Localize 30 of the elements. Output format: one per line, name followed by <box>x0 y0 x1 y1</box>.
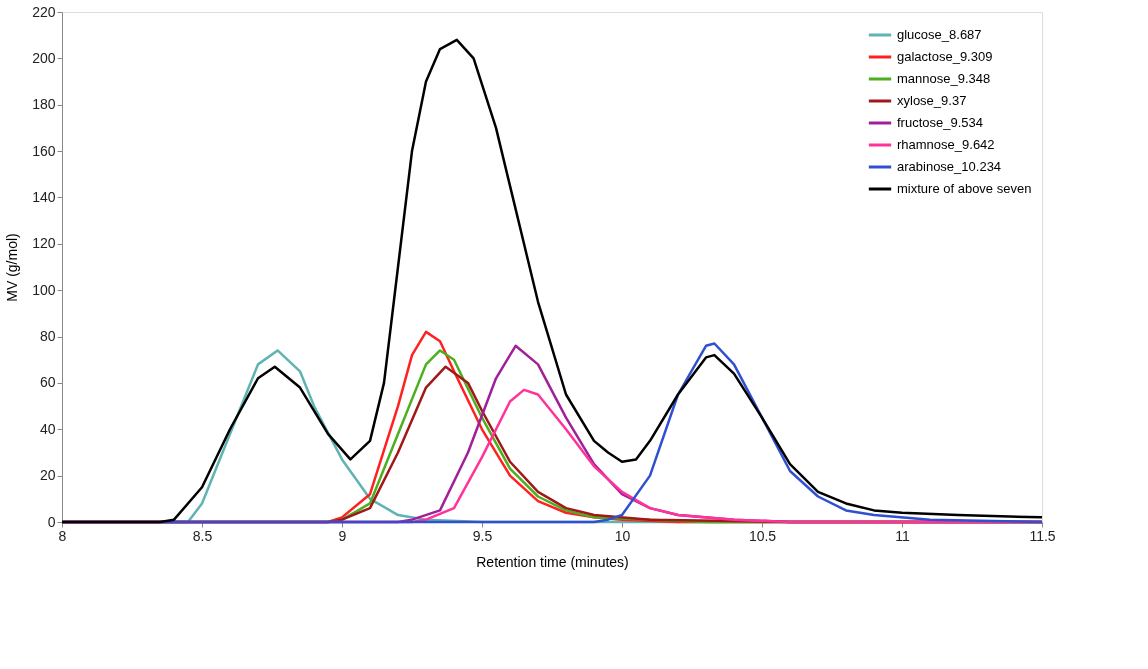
x-tick-label: 10 <box>614 527 631 544</box>
x-tick-label: 11.5 <box>1029 527 1056 544</box>
legend-label: glucose_8.687 <box>897 27 982 42</box>
y-tick-label: 60 <box>39 374 56 391</box>
legend-label: mixture of above seven <box>897 181 1032 196</box>
legend-label: arabinose_10.234 <box>897 159 1002 174</box>
x-axis-title: Retention time (minutes) <box>476 553 629 570</box>
legend-label: galactose_9.309 <box>897 49 993 64</box>
x-tick-label: 10.5 <box>748 527 777 544</box>
x-tick-label: 8.5 <box>192 527 213 544</box>
y-tick-label: 100 <box>32 281 56 298</box>
y-tick-label: 20 <box>39 467 56 484</box>
x-tick-label: 9 <box>338 527 347 544</box>
legend-label: mannose_9.348 <box>897 71 991 86</box>
y-tick-label: 120 <box>32 235 56 252</box>
y-tick-label: 0 <box>47 513 56 530</box>
legend-label: rhamnose_9.642 <box>897 137 995 152</box>
y-tick-label: 140 <box>32 188 56 205</box>
y-tick-label: 180 <box>32 96 56 113</box>
y-tick-label: 40 <box>39 420 56 437</box>
x-tick-label: 8 <box>58 527 67 544</box>
x-tick-label: 11 <box>895 527 910 544</box>
y-tick-label: 220 <box>32 3 56 20</box>
legend-label: fructose_9.534 <box>897 115 984 130</box>
legend-label: xylose_9.37 <box>897 93 967 108</box>
y-tick-label: 80 <box>39 328 56 345</box>
x-tick-label: 9.5 <box>472 527 493 544</box>
y-tick-label: 160 <box>32 142 56 159</box>
y-tick-label: 200 <box>32 49 56 66</box>
y-axis-title: MV (g/mol) <box>4 233 21 302</box>
